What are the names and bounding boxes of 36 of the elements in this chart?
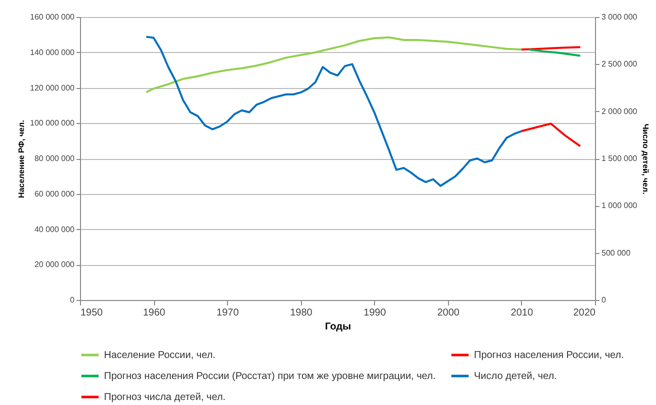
y2-tick-label: 500 000 — [602, 248, 631, 258]
x-tick-label: 2000 — [437, 308, 460, 318]
y-tick-label: 100 000 000 — [30, 118, 76, 128]
y-tick-label: 20 000 000 — [34, 260, 76, 270]
line-series — [145, 36, 522, 94]
legend-label: Прогноз населения России, чел. — [474, 350, 624, 361]
y2-tick-label: 0 — [602, 296, 606, 304]
y2-tick-label: 1 000 000 — [602, 201, 638, 210]
y-tick-label: 140 000 000 — [30, 48, 76, 57]
line-series — [520, 122, 582, 148]
legend-label: Число детей, чел. — [474, 371, 557, 382]
x-tick-label: 2020 — [573, 308, 596, 318]
y-tick-label: 60 000 000 — [34, 189, 76, 198]
legend-label: Прогноз числа детей, чел. — [104, 392, 226, 403]
x-tick-label: 1970 — [216, 308, 240, 318]
y2-axis-title: Число детей, чел. — [641, 124, 650, 194]
legend-label: Прогноз населения России (Росстат) при том же уровне миграции, чел. — [104, 371, 436, 382]
y-tick-label: 120 000 000 — [30, 83, 76, 92]
x-tick-label: 2010 — [510, 308, 534, 318]
line-series — [528, 48, 582, 57]
y2-tick-label: 2 500 000 — [602, 60, 638, 69]
x-axis-title: Годы — [324, 322, 352, 332]
x-tick-label: 1990 — [364, 308, 386, 318]
x-tick-label: 1960 — [142, 308, 166, 318]
line-series — [145, 36, 522, 187]
x-tick-label: 1980 — [290, 308, 313, 318]
y-tick-label: 0 — [70, 296, 76, 304]
x-tick-label: 1950 — [80, 308, 104, 318]
y2-tick-label: 2 000 000 — [602, 106, 638, 116]
y-tick-label: 40 000 000 — [34, 224, 76, 234]
y-axis-title: Население РФ, чел. — [17, 120, 26, 198]
y-tick-label: 160 000 000 — [30, 12, 76, 22]
legend-label: Население России, чел. — [104, 350, 216, 361]
y2-tick-label: 1 500 000 — [602, 154, 638, 163]
y-tick-label: 80 000 000 — [34, 154, 76, 163]
y2-tick-label: 3 000 000 — [602, 12, 638, 22]
